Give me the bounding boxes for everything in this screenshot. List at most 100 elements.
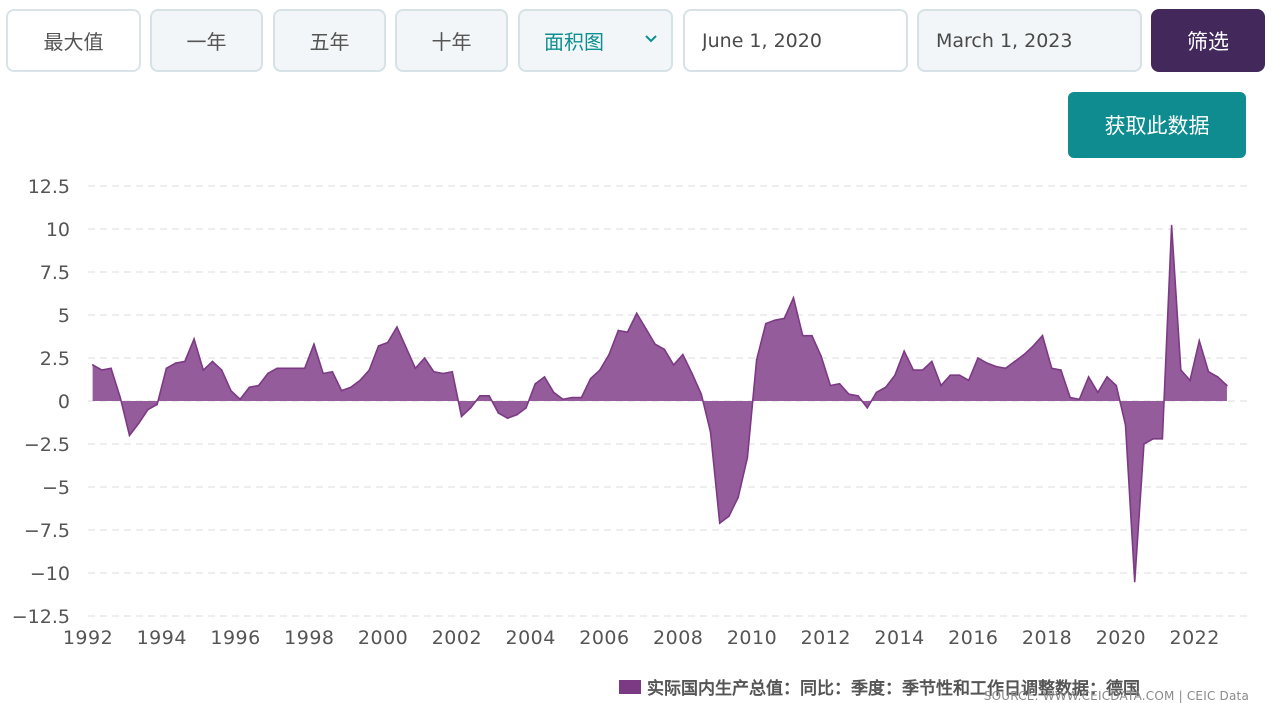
data-point — [645, 327, 647, 330]
data-point — [1032, 345, 1035, 347]
source-credit: SOURCE: WWW.CEICDATA.COM | CEIC Data — [983, 689, 1249, 703]
data-point — [377, 345, 380, 347]
data-point — [728, 515, 730, 518]
data-point — [1041, 334, 1044, 337]
data-point — [718, 522, 721, 524]
y-tick-label: 5 — [58, 305, 70, 327]
data-point — [211, 360, 214, 363]
y-tick-label: −10 — [30, 563, 70, 585]
data-point — [488, 395, 490, 397]
data-point — [838, 383, 841, 385]
data-point — [986, 362, 988, 364]
data-point — [1023, 353, 1025, 356]
y-tick-label: −5 — [42, 477, 70, 499]
data-point — [1069, 396, 1071, 399]
chevron-down-icon — [645, 35, 657, 43]
data-point — [368, 369, 371, 371]
data-point — [783, 317, 786, 320]
data-point — [755, 358, 758, 361]
x-tick-label: 2008 — [653, 627, 703, 649]
range-1y-button[interactable]: 一年 — [150, 9, 263, 72]
data-point — [1170, 224, 1173, 227]
data-point — [1014, 360, 1016, 363]
data-point — [257, 384, 260, 387]
series-area — [91, 224, 1228, 583]
legend[interactable]: 实际国内生产总值：同比：季度：季节性和工作日调整数据：德国 — [619, 674, 1140, 699]
range-5y-button[interactable]: 五年 — [273, 9, 386, 72]
filter-button[interactable]: 筛选 — [1151, 9, 1265, 72]
data-point — [635, 312, 638, 315]
data-point — [792, 297, 795, 299]
data-point — [497, 412, 500, 414]
data-point — [857, 395, 859, 397]
data-point — [1189, 379, 1191, 382]
data-point — [460, 415, 463, 418]
data-point — [884, 386, 887, 389]
data-point — [1198, 340, 1201, 342]
data-point — [1087, 376, 1090, 378]
data-point — [967, 379, 970, 382]
chart-type-select[interactable]: 面积图 — [518, 9, 673, 72]
data-point — [469, 407, 472, 409]
data-point — [1097, 391, 1099, 394]
data-point — [746, 456, 749, 459]
data-point — [848, 393, 850, 395]
x-tick-label: 2002 — [432, 627, 482, 649]
data-point — [350, 386, 352, 389]
data-point — [276, 367, 278, 370]
data-point — [765, 322, 767, 325]
data-point — [267, 372, 269, 375]
data-point — [801, 334, 804, 337]
data-point — [303, 367, 306, 370]
x-tick-label: 1994 — [137, 627, 187, 649]
data-point — [589, 377, 592, 380]
data-point — [663, 348, 666, 351]
x-tick-label: 2010 — [727, 627, 777, 649]
data-point — [599, 369, 601, 371]
data-point — [617, 329, 620, 332]
start-date-input[interactable] — [683, 9, 908, 72]
data-point — [193, 338, 195, 340]
y-tick-label: 12.5 — [28, 176, 70, 198]
y-tick-label: 2.5 — [40, 348, 70, 370]
data-point — [1226, 384, 1228, 387]
x-tick-label: 2012 — [801, 627, 851, 649]
data-point — [903, 350, 905, 352]
data-point — [442, 372, 444, 375]
data-point — [958, 374, 961, 376]
y-axis-ticks: 12.5 10 7.5 5 2.5 0 −2.5 −5 −7.5 −10 −12.5 — [12, 176, 70, 628]
data-point — [1143, 443, 1145, 445]
data-point — [506, 417, 509, 420]
data-point — [1106, 376, 1108, 378]
range-10y-button[interactable]: 十年 — [395, 9, 508, 72]
x-tick-label: 1996 — [210, 627, 260, 649]
x-tick-label: 2020 — [1096, 627, 1146, 649]
data-point — [340, 389, 343, 392]
data-point — [811, 334, 813, 337]
data-point — [156, 403, 158, 406]
data-point — [331, 370, 334, 373]
data-point — [165, 367, 168, 370]
end-date-input[interactable] — [917, 9, 1142, 72]
data-point — [220, 369, 223, 371]
data-point — [931, 360, 933, 363]
data-point — [866, 407, 869, 409]
data-point — [184, 360, 186, 363]
data-point — [423, 357, 426, 359]
data-point — [313, 343, 315, 346]
get-data-button[interactable]: 获取此数据 — [1068, 92, 1246, 158]
data-point — [654, 343, 656, 346]
y-tick-label: 7.5 — [40, 262, 70, 284]
data-point — [525, 407, 527, 409]
data-point — [128, 434, 131, 437]
data-point — [174, 362, 177, 364]
range-max-button[interactable]: 最大值 — [6, 9, 141, 72]
data-point — [543, 376, 546, 378]
data-point — [626, 331, 629, 333]
series-area-fill — [92, 225, 1227, 582]
data-point — [405, 346, 407, 349]
data-point — [91, 364, 94, 366]
x-tick-label: 2016 — [948, 627, 998, 649]
data-point — [101, 369, 103, 371]
data-point — [894, 374, 896, 376]
